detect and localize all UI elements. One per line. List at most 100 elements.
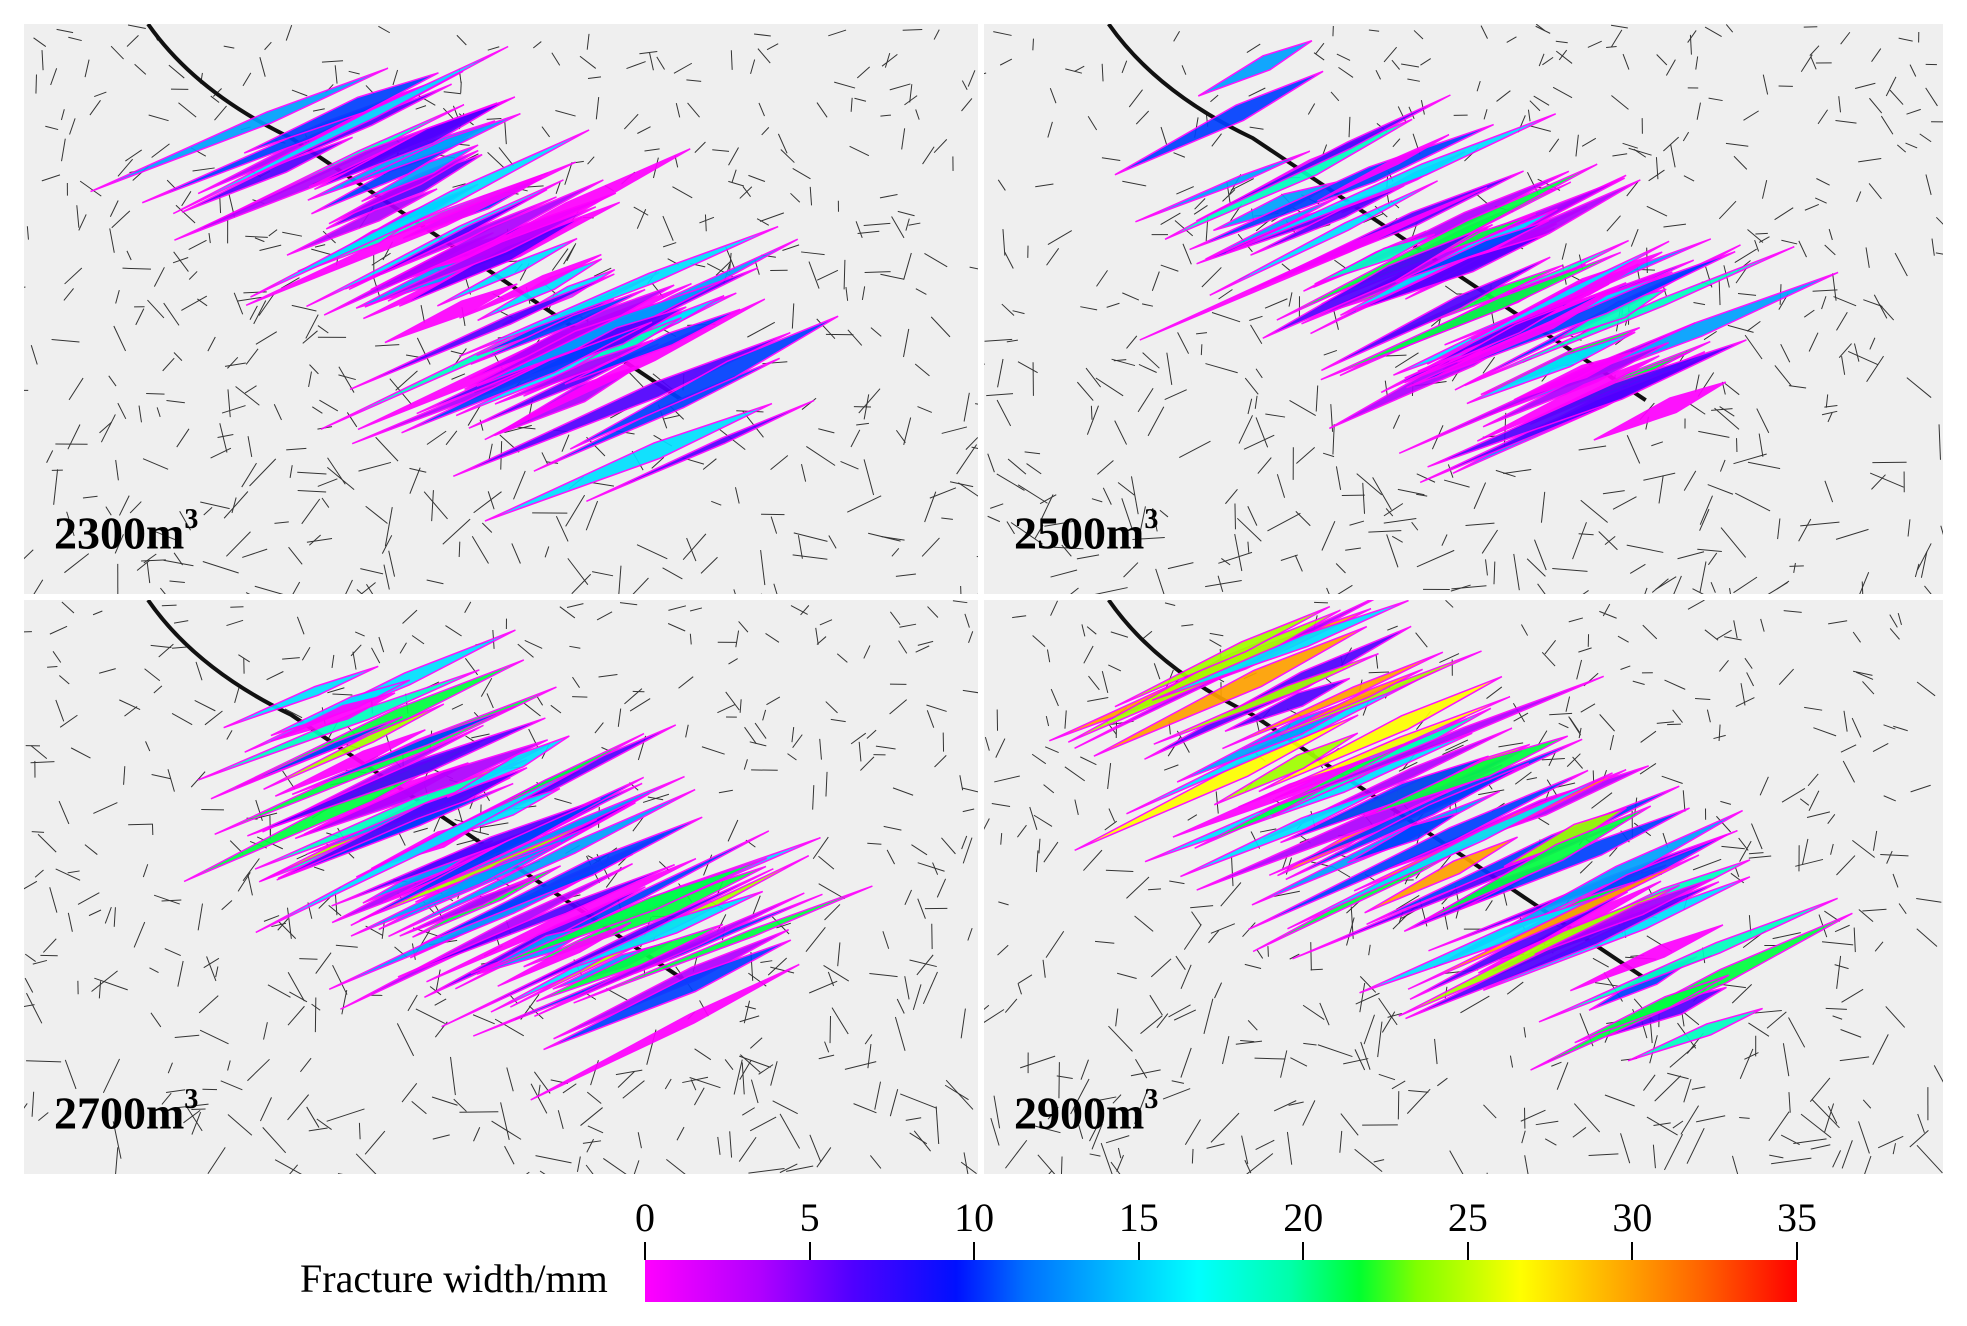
natural-fracture-line — [961, 80, 968, 90]
natural-fracture-line — [790, 605, 808, 615]
natural-fracture-line — [1558, 722, 1569, 729]
hydraulic-fracture — [388, 788, 696, 938]
natural-fracture-line — [1416, 493, 1428, 497]
hydraulic-fracture — [441, 868, 774, 1028]
natural-fracture-line — [739, 1054, 761, 1073]
natural-fracture-line — [409, 467, 421, 494]
natural-fracture-line — [790, 192, 801, 203]
natural-fracture-line — [1050, 569, 1078, 578]
natural-fracture-line — [1391, 59, 1400, 70]
natural-fracture-line — [1231, 856, 1234, 887]
natural-fracture-line — [195, 661, 203, 681]
natural-fracture-line — [551, 52, 561, 66]
natural-fracture-line — [1302, 1100, 1316, 1126]
natural-fracture-line — [1101, 671, 1109, 693]
natural-fracture-line — [411, 1100, 427, 1115]
natural-fracture-line — [432, 1134, 450, 1140]
natural-fracture-line — [949, 481, 974, 488]
natural-fracture-line — [1521, 1130, 1526, 1144]
natural-fracture-line — [858, 388, 881, 414]
natural-fracture-line — [561, 434, 570, 452]
natural-fracture-line — [1851, 717, 1862, 738]
natural-fracture-line — [1880, 853, 1909, 857]
natural-fracture-line — [656, 56, 665, 70]
natural-fracture-line — [181, 191, 192, 207]
natural-fracture-line — [1265, 413, 1286, 418]
natural-fracture-line — [806, 446, 836, 466]
natural-fracture-line — [1134, 1088, 1149, 1125]
hydraulic-fracture — [458, 225, 779, 358]
natural-fracture-line — [1420, 58, 1431, 66]
natural-fracture-line — [76, 205, 80, 228]
natural-fracture-line — [486, 693, 494, 709]
natural-fracture-line — [1115, 1008, 1119, 1027]
natural-fracture-line — [1788, 385, 1807, 389]
natural-fracture-line — [1001, 303, 1015, 316]
natural-fracture-line — [1644, 587, 1648, 594]
natural-fracture-line — [850, 732, 867, 745]
natural-fracture-line — [1397, 488, 1425, 496]
natural-fracture-line — [1868, 183, 1882, 200]
natural-fracture-line — [1883, 724, 1896, 730]
natural-fracture-line — [963, 1152, 969, 1174]
natural-fracture-line — [555, 515, 569, 542]
hydraulic-fracture — [294, 739, 549, 840]
natural-fracture-line — [1762, 74, 1769, 95]
natural-fracture-line — [1296, 446, 1316, 464]
natural-fracture-line — [1663, 136, 1680, 152]
natural-fracture-line — [758, 102, 765, 117]
natural-fracture-line — [24, 549, 34, 560]
natural-fracture-line — [770, 455, 789, 471]
natural-fracture-line — [617, 1071, 635, 1088]
natural-fracture-line — [1255, 1139, 1275, 1150]
natural-fracture-line — [840, 460, 859, 470]
natural-fracture-line — [1322, 144, 1328, 155]
natural-fracture-line — [219, 423, 228, 453]
natural-fracture-line — [1113, 359, 1127, 362]
colorbar-tick-label: 30 — [1612, 1195, 1653, 1240]
natural-fracture-line — [1220, 882, 1242, 907]
natural-fracture-line — [1503, 469, 1532, 475]
natural-fracture-line — [689, 1077, 721, 1089]
natural-fracture-line — [326, 1108, 365, 1122]
natural-fracture-line — [858, 741, 862, 762]
natural-fracture-line — [968, 631, 974, 644]
natural-fracture-line — [174, 1103, 209, 1109]
natural-fracture-line — [1733, 155, 1748, 170]
natural-fracture-line — [1169, 880, 1185, 885]
natural-fracture-line — [1828, 228, 1833, 241]
natural-fracture-line — [1711, 408, 1733, 411]
natural-fracture-line — [993, 31, 1012, 36]
natural-fracture-line — [962, 808, 975, 813]
natural-fracture-line — [1061, 544, 1072, 557]
natural-fracture-line — [226, 730, 233, 740]
natural-fracture-line — [162, 357, 175, 372]
natural-fracture-line — [1537, 583, 1546, 594]
hydraulic-fracture — [1222, 651, 1444, 750]
natural-fracture-line — [1798, 518, 1812, 542]
natural-fracture-line — [816, 269, 839, 281]
natural-fracture-line — [210, 95, 220, 103]
natural-fracture-line — [1225, 489, 1238, 505]
natural-fracture-line — [1045, 715, 1050, 727]
natural-fracture-line — [587, 156, 595, 165]
natural-fracture-line — [144, 668, 161, 682]
natural-fracture-line — [263, 915, 280, 922]
natural-fracture-line — [1086, 405, 1099, 435]
natural-fracture-line — [1858, 158, 1882, 163]
natural-fracture-line — [64, 267, 83, 285]
natural-fracture-line — [1789, 565, 1804, 567]
natural-fracture-line — [554, 798, 572, 804]
hydraulic-fracture — [1197, 39, 1313, 97]
natural-fracture-line — [84, 844, 98, 855]
natural-fracture-line — [1682, 131, 1690, 142]
natural-fracture-line — [360, 582, 376, 594]
natural-fracture-line — [1081, 624, 1086, 637]
natural-fracture-line — [500, 1102, 510, 1140]
natural-fracture-line — [694, 141, 706, 154]
natural-fracture-line — [1808, 790, 1820, 812]
natural-fracture-line — [166, 400, 185, 404]
natural-fracture-line — [1780, 343, 1791, 363]
natural-fracture-line — [423, 491, 448, 520]
natural-fracture-line — [1046, 649, 1051, 663]
